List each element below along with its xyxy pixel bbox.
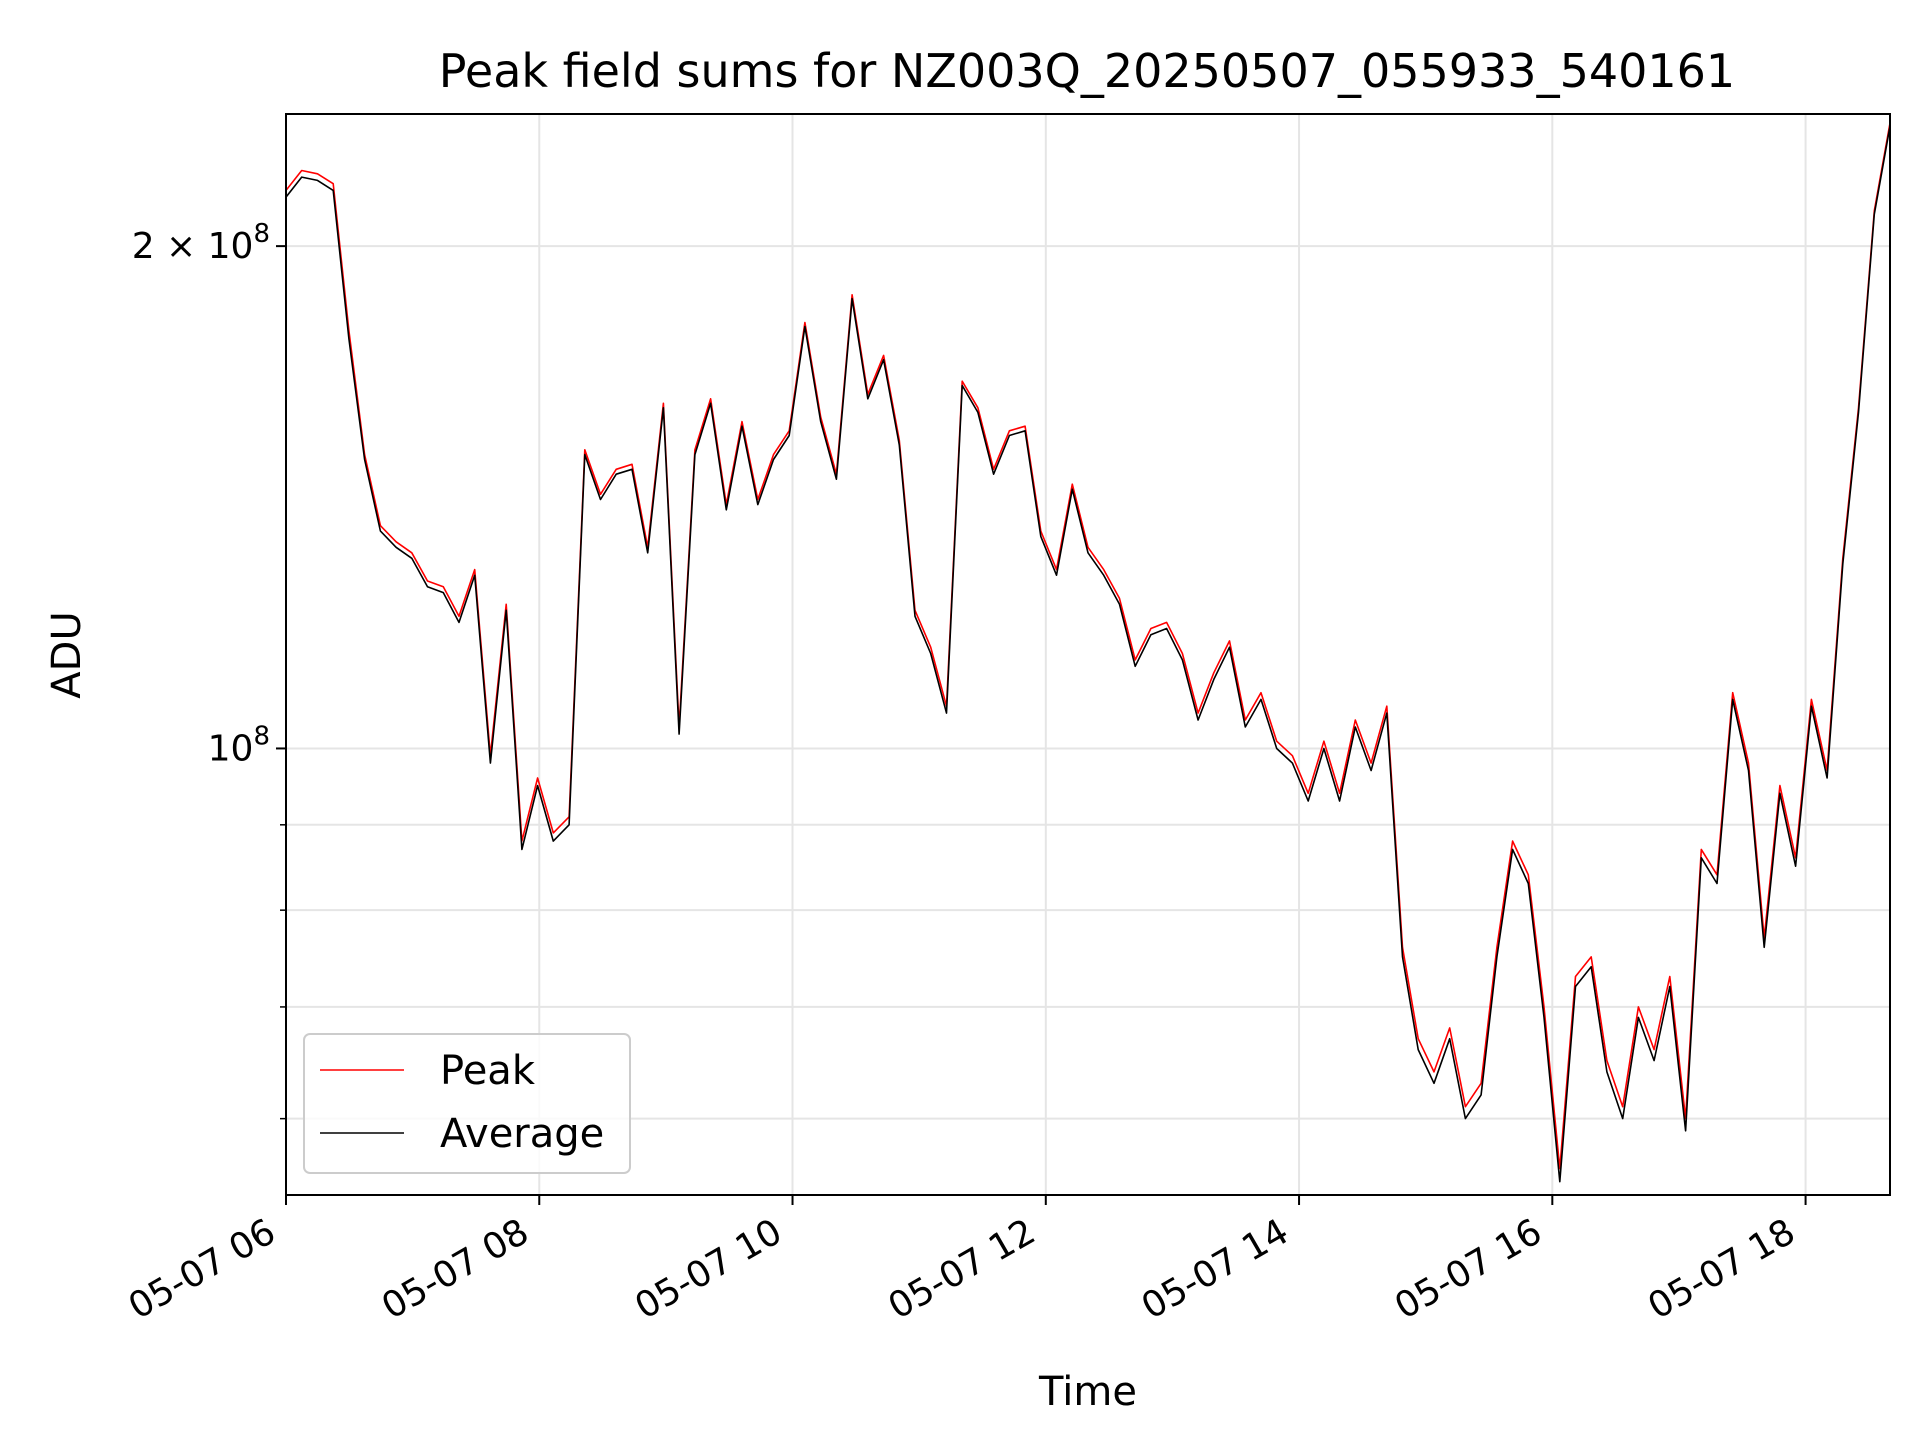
x-axis-label: Time bbox=[1038, 1369, 1137, 1415]
y-tick-label: 108 bbox=[208, 721, 270, 769]
legend-average-label: Average bbox=[440, 1111, 604, 1157]
legend-peak-label: Peak bbox=[440, 1048, 536, 1094]
y-tick-label: 2 × 108 bbox=[132, 219, 270, 267]
series-line-average bbox=[286, 126, 1890, 1183]
grid-layer bbox=[285, 114, 1890, 1195]
legend: Peak Average bbox=[303, 1033, 631, 1174]
legend-box bbox=[303, 1033, 631, 1174]
plot-frame bbox=[285, 113, 1891, 1196]
series-layer bbox=[286, 122, 1890, 1183]
series-line-peak bbox=[286, 122, 1890, 1170]
chart-title: Peak field sums for NZ003Q_20250507_0559… bbox=[439, 44, 1735, 98]
y-axis-label: ADU bbox=[44, 611, 90, 698]
